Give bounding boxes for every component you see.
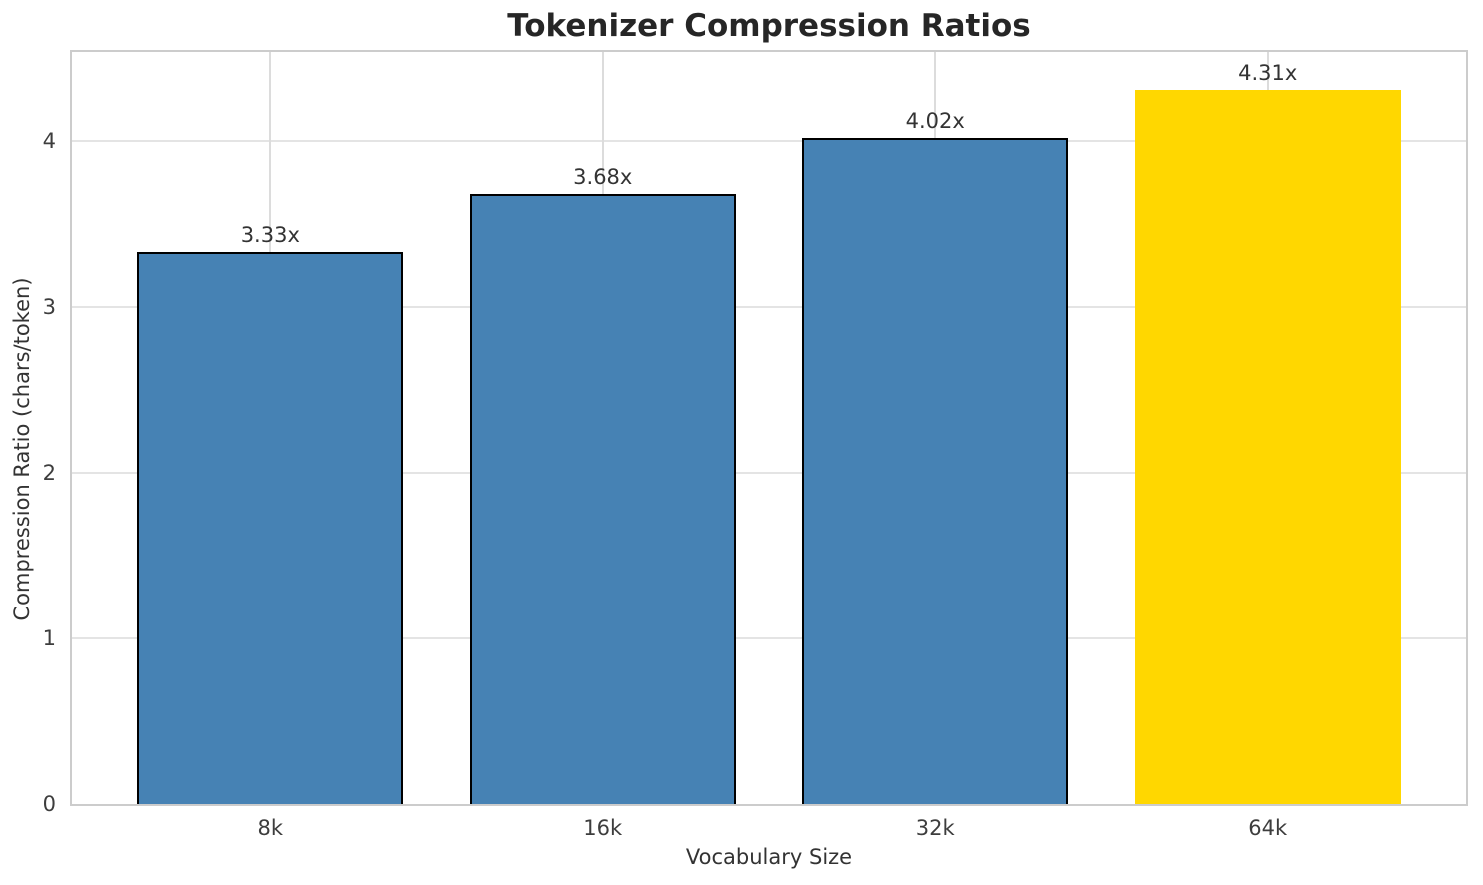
bar-value-label: 3.33x — [240, 223, 300, 248]
bar-8k — [137, 252, 404, 804]
bar-value-label: 4.02x — [905, 109, 965, 134]
bar-value-label: 3.68x — [573, 165, 633, 190]
x-axis-label: Vocabulary Size — [685, 845, 853, 869]
y-tick-label: 1 — [42, 626, 56, 651]
y-tick-label: 0 — [42, 792, 56, 816]
bar-16k — [469, 194, 736, 804]
x-tick-label: 16k — [583, 816, 623, 840]
plot-area: 3.33x 3.68x 4.02x 4.31x — [70, 50, 1468, 806]
chart-title: Tokenizer Compression Ratios — [507, 8, 1031, 44]
bar-value-label: 4.31x — [1238, 61, 1298, 86]
y-gridline — [72, 306, 1466, 309]
bar-64k — [1134, 90, 1401, 804]
x-tick-label: 64k — [1248, 816, 1288, 840]
x-tick-label: 8k — [257, 816, 284, 840]
y-gridline — [72, 471, 1466, 474]
x-tick-label: 32k — [915, 816, 955, 840]
y-tick-label: 2 — [42, 460, 56, 485]
y-tick-label: 3 — [42, 295, 56, 320]
bar-32k — [802, 138, 1069, 804]
y-gridline — [72, 637, 1466, 640]
y-axis-label: Compression Ratio (chars/token) — [10, 277, 34, 621]
y-tick-label: 4 — [42, 129, 56, 154]
y-gridline — [72, 140, 1466, 143]
